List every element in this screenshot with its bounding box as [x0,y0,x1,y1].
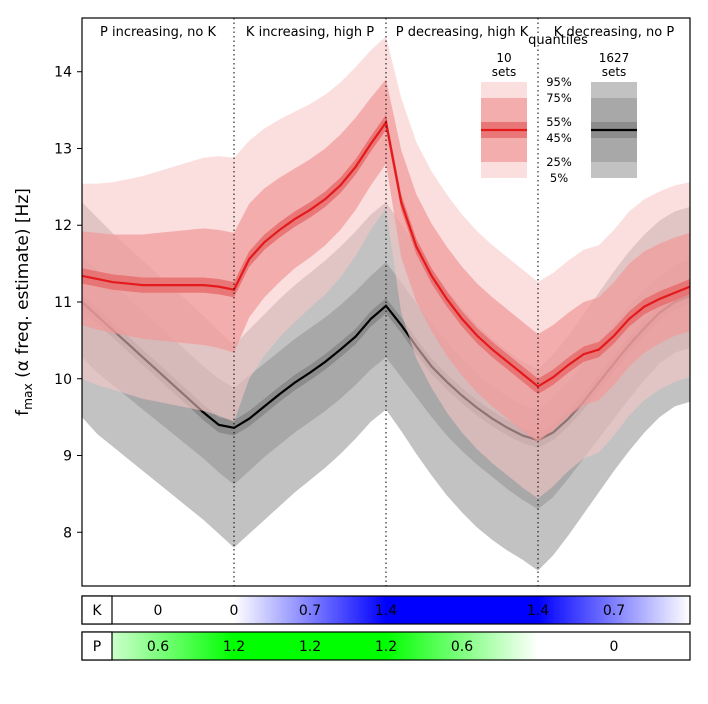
param-bar-label: P [93,639,101,655]
param-tick: 1.2 [375,639,397,655]
legend-header-right: 1627 [599,51,630,65]
ytick-label: 10 [54,372,72,388]
legend-qlabel: 25% [546,155,572,169]
section-title: K increasing, high P [246,25,374,40]
param-tick: 0.7 [299,603,321,619]
ytick-label: 11 [54,295,72,311]
chart-root: P increasing, no K K increasing, high P P … [0,0,708,704]
y-axis-label: fmax (α freq. estimate) [Hz] [13,188,35,416]
param-tick: 0.7 [603,603,625,619]
ytick-label: 9 [63,449,72,465]
param-tick: 0 [230,603,239,619]
chart-svg: P increasing, no K K increasing, high P P … [0,0,708,704]
legend-qlabel: 95% [546,75,572,89]
section-title: P decreasing, high K [396,25,529,40]
legend-qlabel: 5% [550,171,568,185]
param-tick: 1.2 [299,639,321,655]
legend-qlabel: 45% [546,131,572,145]
legend-header-left2: sets [492,65,517,79]
param-bar-label: K [92,603,102,619]
param-tick: 0 [154,603,163,619]
section-title: P increasing, no K [100,25,216,40]
legend-header-left: 10 [496,51,511,65]
param-tick: 1.2 [223,639,245,655]
legend-title: quantiles [528,33,588,48]
ytick-label: 13 [54,141,72,157]
ytick-label: 8 [63,525,72,541]
param-tick: 1.4 [375,603,397,619]
ytick-label: 14 [54,65,72,81]
param-tick: 1.4 [527,603,549,619]
legend-qlabel: 55% [546,115,572,129]
ytick-label: 12 [54,218,72,234]
legend-header-right2: sets [602,65,627,79]
param-tick: 0 [610,639,619,655]
legend-qlabel: 75% [546,91,572,105]
param-tick: 0.6 [147,639,169,655]
param-tick: 0.6 [451,639,473,655]
